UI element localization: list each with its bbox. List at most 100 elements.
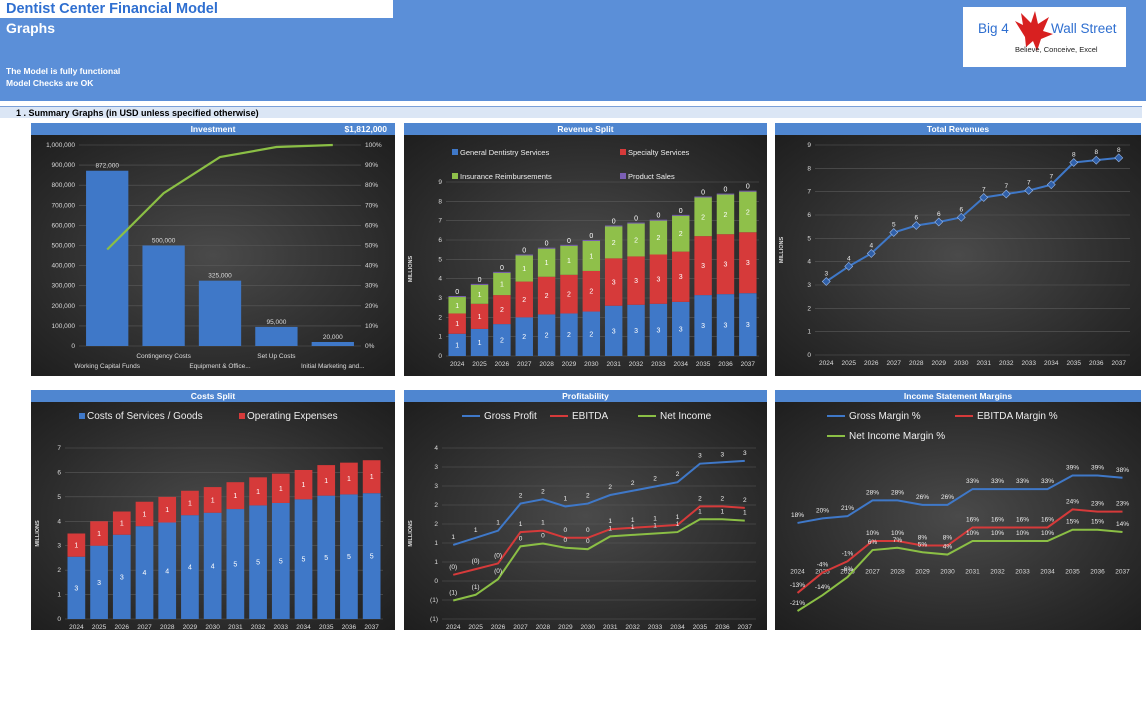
bar-segment (90, 545, 108, 619)
data-point (1091, 155, 1101, 165)
y-axis-label: MILLIONS (779, 237, 785, 264)
bar-segment (560, 274, 578, 314)
logo-text-left: Big 4 (978, 21, 1009, 36)
data-label: 38% (1116, 467, 1129, 474)
data-label: 3 (634, 278, 638, 285)
data-label: (1) (472, 584, 480, 591)
x-tick-label: 2034 (674, 361, 689, 368)
bar-segment (537, 247, 556, 249)
profitability-title: Profitability (404, 390, 767, 402)
data-label: 3 (724, 262, 728, 269)
y2-tick-label: 60% (365, 222, 378, 229)
bar-segment (470, 303, 489, 329)
legend-swatch (620, 149, 626, 155)
data-label: 3 (120, 574, 124, 581)
costs-split-chart: 0 1 2 3 4 5 6 7 MILLIONS 3 1 2024 3 1 2025 3 1 2026 4 1 2027… (35, 411, 383, 630)
x-tick-label: 2036 (1089, 360, 1104, 367)
data-point (1001, 189, 1011, 199)
bar-segment (627, 256, 645, 305)
data-label: 0 (541, 532, 545, 539)
data-label: 1 (474, 527, 478, 534)
bar-segment (112, 534, 131, 619)
y-tick-label: 1 (434, 540, 438, 547)
x-tick-label: 2024 (819, 360, 834, 367)
x-tick-label: 2027 (137, 624, 152, 630)
data-label: 8% (943, 535, 953, 542)
bar-segment (317, 465, 336, 496)
bar-segment (493, 295, 511, 325)
data-label: 8 (1117, 147, 1121, 154)
y-tick-label: 5 (807, 235, 811, 242)
y-tick-label: 800,000 (52, 182, 76, 189)
data-label: 10% (1016, 530, 1029, 537)
data-label: 1 (478, 292, 482, 299)
data-label: 0 (586, 538, 590, 545)
x-tick-label: 2029 (562, 361, 577, 368)
x-tick-label: 2033 (648, 624, 663, 630)
x-tick-label: 2028 (890, 569, 905, 576)
data-label: 5 (256, 560, 260, 567)
data-label: 95,000 (266, 319, 286, 326)
data-point (1046, 180, 1056, 190)
data-point (956, 212, 966, 222)
x-tick-label: 2034 (670, 624, 685, 630)
data-label: -13% (790, 582, 805, 589)
data-label: 0 (564, 527, 568, 534)
data-label: 8 (1094, 149, 1098, 156)
data-label: 1 (608, 525, 612, 532)
data-label: 2 (589, 289, 593, 296)
x-tick-label: 2031 (603, 624, 618, 630)
bar-segment (582, 270, 601, 312)
y-tick-label: 3 (438, 295, 442, 302)
data-label: 2 (656, 235, 660, 242)
bar-segment (226, 482, 245, 510)
y2-tick-label: 70% (365, 202, 378, 209)
legend-swatch (452, 173, 458, 179)
y-tick-label: 5 (438, 256, 442, 263)
bar-segment (362, 493, 381, 619)
data-label: 2 (743, 497, 747, 504)
bar-segment (672, 301, 690, 356)
data-label: 3 (97, 580, 101, 587)
data-label: 0 (679, 208, 683, 215)
data-label: 1 (676, 514, 680, 521)
data-label: 4 (143, 570, 147, 577)
bar (255, 326, 298, 346)
investment-title: Investment (31, 123, 395, 135)
data-label: (1) (449, 589, 457, 596)
y-tick-label: 8 (807, 165, 811, 172)
x-tick-label: 2037 (364, 624, 379, 630)
bar-segment (249, 505, 267, 619)
cumulative-line (106, 143, 333, 251)
bar (142, 245, 185, 346)
data-label: 10% (991, 530, 1004, 537)
bar-segment (672, 215, 690, 252)
bar (86, 170, 129, 346)
data-label: 2 (500, 338, 504, 345)
data-label: 1 (541, 520, 545, 527)
y2-tick-label: 20% (365, 303, 378, 310)
bar-segment (112, 511, 131, 535)
data-point (1024, 186, 1034, 195)
x-tick-label: 2028 (536, 624, 551, 630)
data-label: 2 (724, 212, 728, 219)
bar-segment (135, 501, 154, 527)
data-point (866, 249, 876, 258)
data-label: 2 (608, 484, 612, 491)
series-line (452, 459, 745, 546)
costs-split-panel: Costs Split 0 1 2 3 4 5 6 7 MILLIONS 3 1 2024 3 1 2025… (31, 390, 395, 630)
data-label: 28% (866, 489, 879, 496)
data-label: -21% (790, 600, 805, 607)
logo-text-right: Wall Street (1051, 21, 1117, 36)
y-tick-label: 2 (57, 567, 61, 574)
costs-split-title: Costs Split (31, 390, 395, 402)
bar-segment (470, 284, 489, 304)
data-label: 0 (500, 265, 504, 272)
bar-segment (362, 460, 381, 494)
data-label: 15% (1091, 519, 1104, 526)
y-tick-label: 6 (807, 212, 811, 219)
data-label: 2 (746, 209, 750, 216)
legend-label: General Dentistry Services (460, 148, 549, 157)
data-label: 2 (567, 332, 571, 339)
revenue-split-panel: Revenue Split 0 1 2 3 4 5 6 7 8 9 MILLIONS 1 1 1 0 2024… (404, 123, 767, 376)
